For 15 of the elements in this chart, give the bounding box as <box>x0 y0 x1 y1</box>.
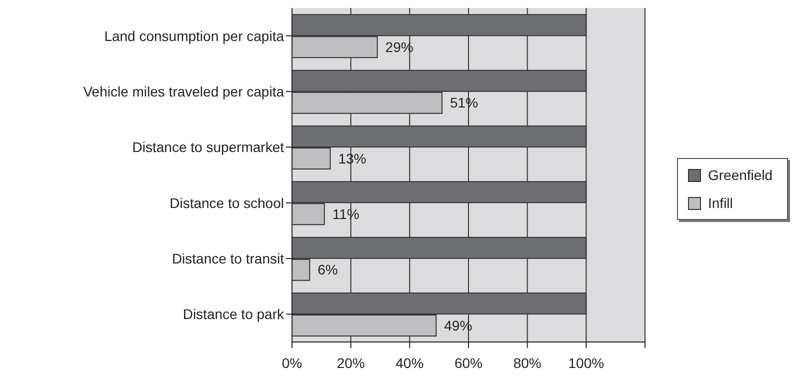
y-tick-label: Distance to transit <box>172 250 284 266</box>
y-tick-label: Vehicle miles traveled per capita <box>83 83 284 100</box>
x-tick-label: 100% <box>568 354 604 371</box>
y-tick-label: Distance to school <box>170 194 284 211</box>
x-tick-label: 80% <box>513 354 542 371</box>
y-tick-label: Land consumption per capita <box>104 28 284 44</box>
x-tick-label: 20% <box>336 354 365 371</box>
x-tick-label: 40% <box>396 354 424 371</box>
legend-label: Infill <box>708 195 733 211</box>
data-label: 6% <box>318 262 338 278</box>
y-tick-label: Distance to park <box>182 306 285 322</box>
x-tick-label: 60% <box>454 354 483 371</box>
x-tick-label: 0% <box>282 354 302 371</box>
y-tick-label: Distance to supermarket <box>132 139 284 156</box>
legend-label: Greenfield <box>708 167 773 183</box>
